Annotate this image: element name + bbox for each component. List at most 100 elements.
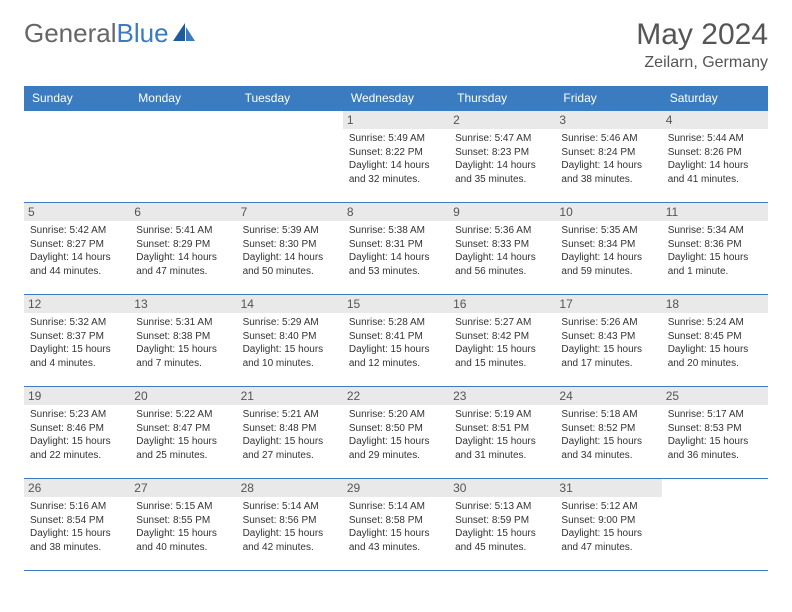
day-details: Sunrise: 5:15 AMSunset: 8:55 PMDaylight:… (136, 500, 230, 554)
day-number: 31 (555, 479, 661, 497)
calendar-cell: 7 Sunrise: 5:39 AMSunset: 8:30 PMDaylight… (237, 203, 343, 295)
day-details: Sunrise: 5:20 AMSunset: 8:50 PMDaylight:… (349, 408, 443, 462)
day-details: Sunrise: 5:34 AMSunset: 8:36 PMDaylight:… (668, 224, 762, 278)
day-details: Sunrise: 5:23 AMSunset: 8:46 PMDaylight:… (30, 408, 124, 462)
calendar-week-row: 1 Sunrise: 5:49 AMSunset: 8:22 PMDaylight… (24, 111, 768, 203)
day-number: 28 (237, 479, 343, 497)
day-number: 20 (130, 387, 236, 405)
calendar-body: 1 Sunrise: 5:49 AMSunset: 8:22 PMDaylight… (24, 111, 768, 571)
calendar-cell: 25Sunrise: 5:17 AMSunset: 8:53 PMDayligh… (662, 387, 768, 479)
day-number: 24 (555, 387, 661, 405)
day-details: Sunrise: 5:14 AMSunset: 8:58 PMDaylight:… (349, 500, 443, 554)
day-number: 25 (662, 387, 768, 405)
day-details: Sunrise: 5:31 AMSunset: 8:38 PMDaylight:… (136, 316, 230, 370)
day-number: 4 (662, 111, 768, 129)
calendar-cell (24, 111, 130, 203)
day-number: 27 (130, 479, 236, 497)
day-details: Sunrise: 5:32 AMSunset: 8:37 PMDaylight:… (30, 316, 124, 370)
calendar-cell: 13 Sunrise: 5:31 AMSunset: 8:38 PMDayligh… (130, 295, 236, 387)
day-details: Sunrise: 5:14 AMSunset: 8:56 PMDaylight:… (243, 500, 337, 554)
day-header: Tuesday (237, 86, 343, 111)
day-header: Thursday (449, 86, 555, 111)
day-number: 9 (449, 203, 555, 221)
day-number: 13 (130, 295, 236, 313)
calendar-cell: 9 Sunrise: 5:36 AMSunset: 8:33 PMDaylight… (449, 203, 555, 295)
calendar-cell: 4 Sunrise: 5:44 AMSunset: 8:26 PMDaylight… (662, 111, 768, 203)
day-details: Sunrise: 5:35 AMSunset: 8:34 PMDaylight:… (561, 224, 655, 278)
day-details: Sunrise: 5:18 AMSunset: 8:52 PMDaylight:… (561, 408, 655, 462)
day-details: Sunrise: 5:39 AMSunset: 8:30 PMDaylight:… (243, 224, 337, 278)
day-number: 5 (24, 203, 130, 221)
calendar-cell: 11 Sunrise: 5:34 AMSunset: 8:36 PMDayligh… (662, 203, 768, 295)
day-details: Sunrise: 5:36 AMSunset: 8:33 PMDaylight:… (455, 224, 549, 278)
header: GeneralBlue May 2024 Zeilarn, Germany (24, 18, 768, 72)
calendar-cell: 19 Sunrise: 5:23 AMSunset: 8:46 PMDayligh… (24, 387, 130, 479)
calendar-week-row: 5Sunrise: 5:42 AMSunset: 8:27 PMDaylight… (24, 203, 768, 295)
day-number: 18 (662, 295, 768, 313)
calendar-cell: 26Sunrise: 5:16 AMSunset: 8:54 PMDayligh… (24, 479, 130, 571)
day-details: Sunrise: 5:12 AMSunset: 9:00 PMDaylight:… (561, 500, 655, 554)
day-number: 16 (449, 295, 555, 313)
day-details: Sunrise: 5:44 AMSunset: 8:26 PMDaylight:… (668, 132, 762, 186)
day-number: 10 (555, 203, 661, 221)
calendar-cell: 8 Sunrise: 5:38 AMSunset: 8:31 PMDaylight… (343, 203, 449, 295)
day-details: Sunrise: 5:19 AMSunset: 8:51 PMDaylight:… (455, 408, 549, 462)
day-number: 11 (662, 203, 768, 221)
calendar-cell: 3Sunrise: 5:46 AMSunset: 8:24 PMDaylight… (555, 111, 661, 203)
day-number: 6 (130, 203, 236, 221)
calendar-table: SundayMondayTuesdayWednesdayThursdayFrid… (24, 86, 768, 571)
calendar-cell: 22 Sunrise: 5:20 AMSunset: 8:50 PMDayligh… (343, 387, 449, 479)
logo-sail-icon (171, 21, 197, 43)
calendar-cell: 29 Sunrise: 5:14 AMSunset: 8:58 PMDayligh… (343, 479, 449, 571)
day-number: 22 (343, 387, 449, 405)
day-details: Sunrise: 5:41 AMSunset: 8:29 PMDaylight:… (136, 224, 230, 278)
day-number: 8 (343, 203, 449, 221)
day-number: 15 (343, 295, 449, 313)
calendar-cell (662, 479, 768, 571)
location: Zeilarn, Germany (636, 54, 768, 72)
day-details: Sunrise: 5:24 AMSunset: 8:45 PMDaylight:… (668, 316, 762, 370)
calendar-cell: 23 Sunrise: 5:19 AMSunset: 8:51 PMDayligh… (449, 387, 555, 479)
calendar-cell (237, 111, 343, 203)
day-number: 14 (237, 295, 343, 313)
calendar-cell: 27 Sunrise: 5:15 AMSunset: 8:55 PMDayligh… (130, 479, 236, 571)
day-number: 26 (24, 479, 130, 497)
day-details: Sunrise: 5:13 AMSunset: 8:59 PMDaylight:… (455, 500, 549, 554)
day-details: Sunrise: 5:47 AMSunset: 8:23 PMDaylight:… (455, 132, 549, 186)
calendar-cell: 28 Sunrise: 5:14 AMSunset: 8:56 PMDayligh… (237, 479, 343, 571)
day-details: Sunrise: 5:38 AMSunset: 8:31 PMDaylight:… (349, 224, 443, 278)
day-details: Sunrise: 5:21 AMSunset: 8:48 PMDaylight:… (243, 408, 337, 462)
calendar-cell: 20 Sunrise: 5:22 AMSunset: 8:47 PMDayligh… (130, 387, 236, 479)
day-number: 7 (237, 203, 343, 221)
day-details: Sunrise: 5:27 AMSunset: 8:42 PMDaylight:… (455, 316, 549, 370)
day-details: Sunrise: 5:22 AMSunset: 8:47 PMDaylight:… (136, 408, 230, 462)
day-details: Sunrise: 5:46 AMSunset: 8:24 PMDaylight:… (561, 132, 655, 186)
calendar-cell: 24 Sunrise: 5:18 AMSunset: 8:52 PMDayligh… (555, 387, 661, 479)
calendar-week-row: 12 Sunrise: 5:32 AMSunset: 8:37 PMDayligh… (24, 295, 768, 387)
day-details: Sunrise: 5:28 AMSunset: 8:41 PMDaylight:… (349, 316, 443, 370)
calendar-cell: 10 Sunrise: 5:35 AMSunset: 8:34 PMDayligh… (555, 203, 661, 295)
day-number: 19 (24, 387, 130, 405)
logo-text-gray: General (24, 18, 117, 49)
day-number: 23 (449, 387, 555, 405)
calendar-cell: 12 Sunrise: 5:32 AMSunset: 8:37 PMDayligh… (24, 295, 130, 387)
day-number: 1 (343, 111, 449, 129)
day-number: 17 (555, 295, 661, 313)
calendar-header-row: SundayMondayTuesdayWednesdayThursdayFrid… (24, 86, 768, 111)
calendar-cell: 15 Sunrise: 5:28 AMSunset: 8:41 PMDayligh… (343, 295, 449, 387)
day-number: 12 (24, 295, 130, 313)
day-details: Sunrise: 5:49 AMSunset: 8:22 PMDaylight:… (349, 132, 443, 186)
calendar-week-row: 19 Sunrise: 5:23 AMSunset: 8:46 PMDayligh… (24, 387, 768, 479)
calendar-cell: 31 Sunrise: 5:12 AMSunset: 9:00 PMDayligh… (555, 479, 661, 571)
calendar-week-row: 26Sunrise: 5:16 AMSunset: 8:54 PMDayligh… (24, 479, 768, 571)
calendar-cell: 16 Sunrise: 5:27 AMSunset: 8:42 PMDayligh… (449, 295, 555, 387)
calendar-cell: 6 Sunrise: 5:41 AMSunset: 8:29 PMDaylight… (130, 203, 236, 295)
calendar-cell: 17Sunrise: 5:26 AMSunset: 8:43 PMDayligh… (555, 295, 661, 387)
day-header: Sunday (24, 86, 130, 111)
day-header: Monday (130, 86, 236, 111)
calendar-cell: 30Sunrise: 5:13 AMSunset: 8:59 PMDayligh… (449, 479, 555, 571)
day-number: 21 (237, 387, 343, 405)
day-header: Friday (555, 86, 661, 111)
day-number: 29 (343, 479, 449, 497)
day-header: Saturday (662, 86, 768, 111)
